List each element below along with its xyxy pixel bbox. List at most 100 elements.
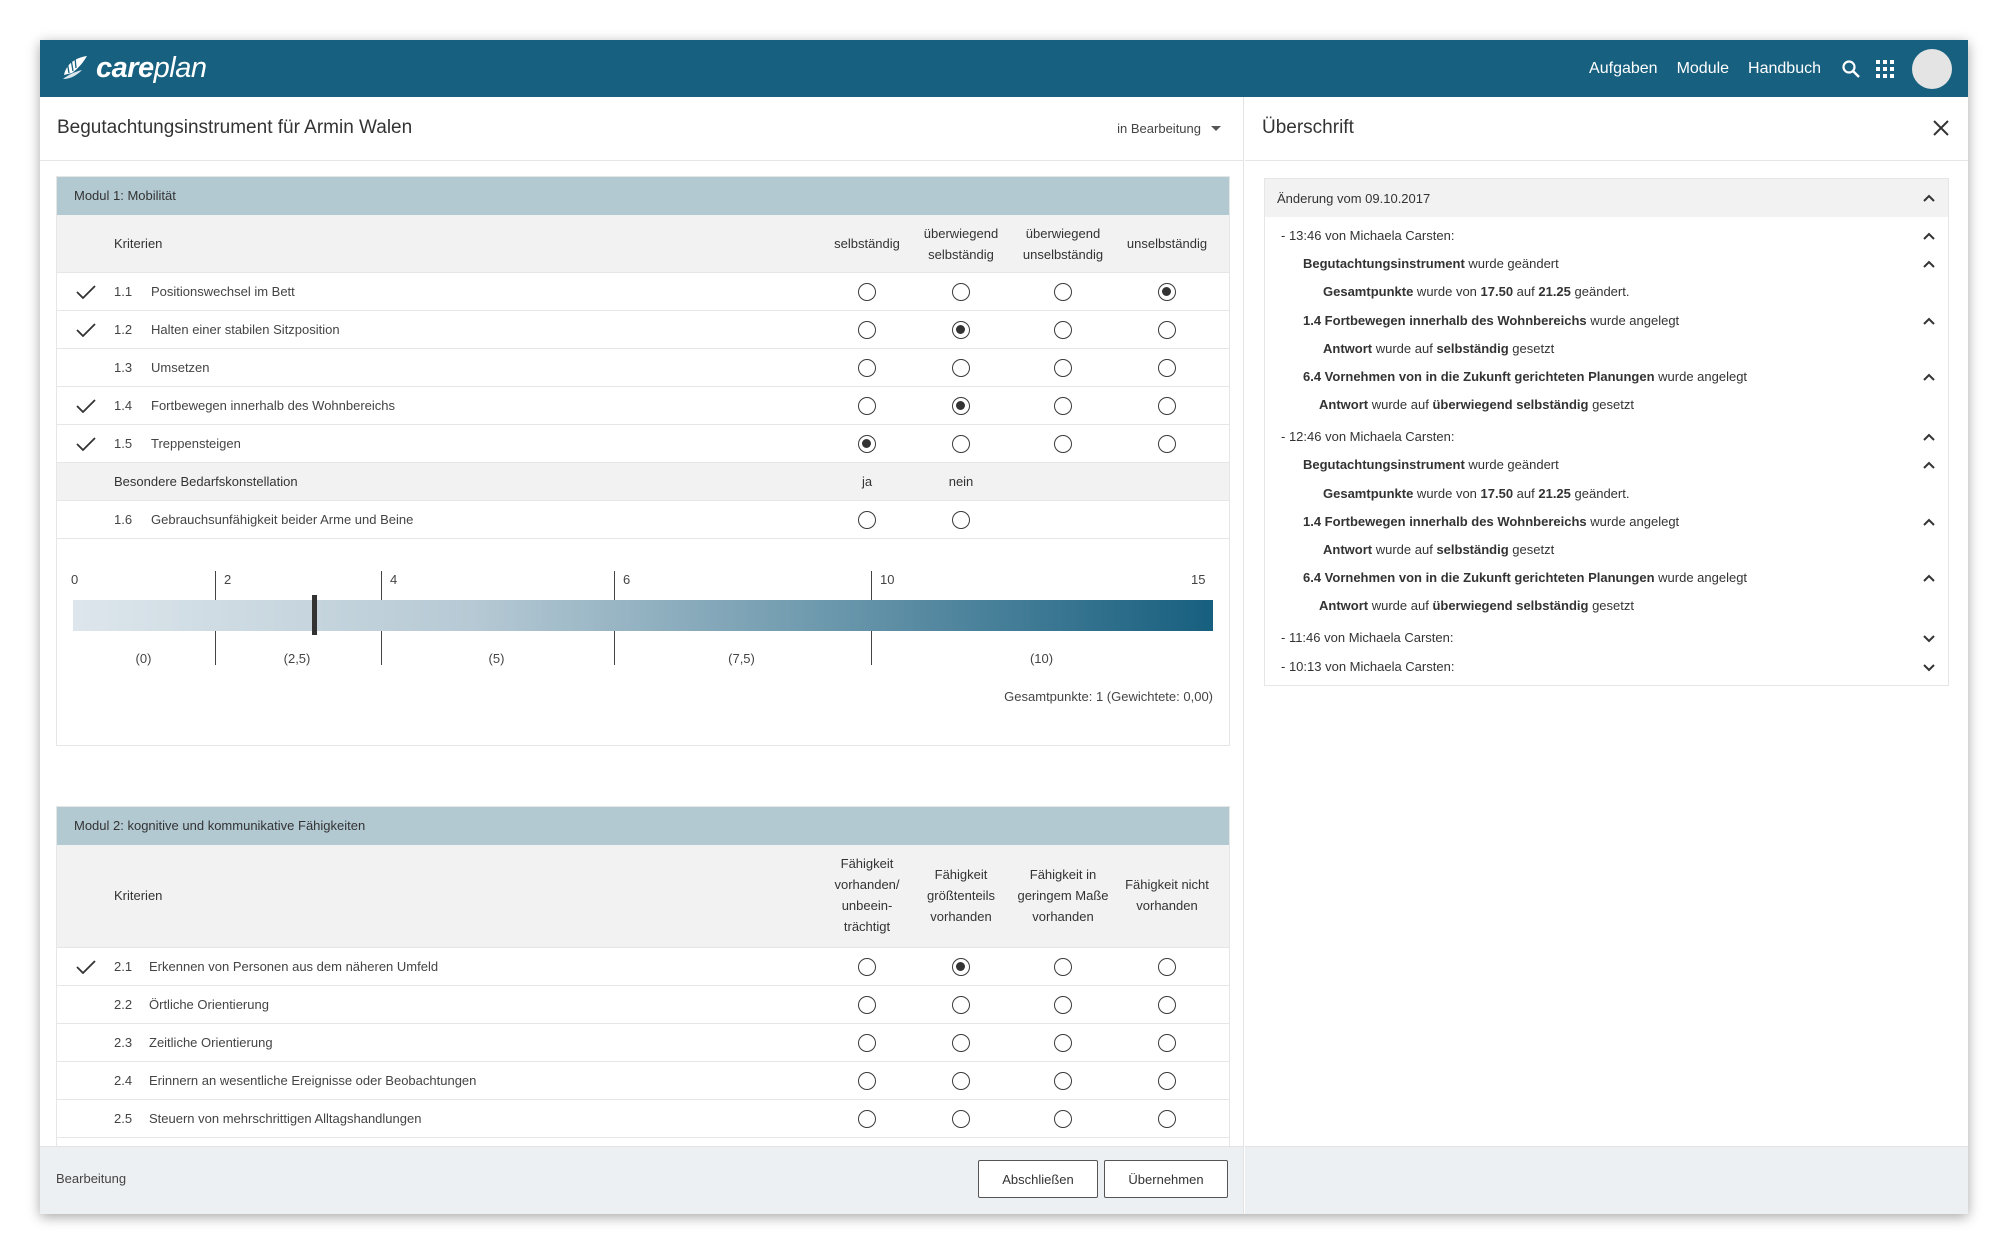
history-text: überwiegend selbständig	[1432, 397, 1589, 413]
status-dropdown[interactable]: in Bearbeitung	[1117, 121, 1221, 136]
radio-option[interactable]	[858, 397, 876, 415]
radio-option[interactable]	[858, 1072, 876, 1090]
app-window: careplan Aufgaben Module Handbuch Beguta…	[40, 40, 1968, 1214]
top-navigation: Aufgaben Module Handbuch	[1589, 48, 1952, 90]
criteria-label: Kriterien	[114, 236, 163, 251]
radio-option[interactable]	[952, 996, 970, 1014]
history-text: geändert.	[1570, 284, 1630, 300]
change-log-date: Änderung vom 09.10.2017	[1277, 191, 1431, 206]
radio-option[interactable]	[858, 1034, 876, 1052]
history-entry: Antwort wurde auf selbständig gesetzt	[1323, 341, 1554, 356]
radio-option[interactable]	[952, 283, 970, 301]
radio-option[interactable]	[1054, 996, 1072, 1014]
points-scale: 0 2 4 6 10 15 (0) (2,5) (5) (7,5) (10) Gesamtpunk…	[57, 539, 1229, 737]
chevron-up-icon[interactable]	[1922, 460, 1936, 470]
logo-leaf-icon	[63, 56, 87, 79]
radio-option[interactable]	[1054, 283, 1072, 301]
nav-aufgaben[interactable]: Aufgaben	[1589, 60, 1658, 77]
radio-option[interactable]	[858, 435, 876, 453]
radio-option[interactable]	[1158, 1034, 1176, 1052]
radio-option[interactable]	[952, 321, 970, 339]
radio-option[interactable]	[952, 1034, 970, 1052]
chevron-up-icon[interactable]	[1922, 372, 1936, 382]
criterion-label: Steuern von mehrschrittigen Alltagshandl…	[149, 1111, 422, 1126]
radio-option[interactable]	[1158, 435, 1176, 453]
assessment-scroll-area[interactable]: Modul 1: Mobilität Kriterien selbständig…	[40, 161, 1243, 1146]
radio-option[interactable]	[952, 435, 970, 453]
nav-module[interactable]: Module	[1676, 60, 1730, 77]
radio-option[interactable]	[1158, 1110, 1176, 1128]
chevron-up-icon[interactable]	[1922, 573, 1936, 583]
criterion-label: Erinnern an wesentliche Ereignisse oder …	[149, 1073, 477, 1088]
history-entry: Begutachtungsinstrument wurde geändert	[1303, 457, 1559, 472]
radio-option[interactable]	[858, 511, 876, 529]
chevron-up-icon[interactable]	[1922, 316, 1936, 326]
chevron-down-icon[interactable]	[1922, 633, 1936, 643]
history-text: 1.4 Fortbewegen innerhalb des Wohnbereic…	[1303, 513, 1587, 529]
radio-option[interactable]	[952, 397, 970, 415]
radio-option[interactable]	[1158, 397, 1176, 415]
apps-grid-icon[interactable]	[1874, 58, 1896, 80]
criterion-label: Halten einer stabilen Sitzposition	[151, 322, 340, 337]
column-header-line: überwiegend	[1025, 226, 1101, 241]
column-header-line: überwiegend	[923, 226, 999, 241]
radio-option[interactable]	[952, 958, 970, 976]
criterion-label: Treppensteigen	[151, 436, 241, 451]
history-entry: Antwort wurde auf überwiegend selbständi…	[1319, 598, 1634, 613]
radio-option[interactable]	[1158, 359, 1176, 377]
radio-option[interactable]	[1158, 321, 1176, 339]
chevron-up-icon[interactable]	[1922, 432, 1936, 442]
radio-option[interactable]	[858, 321, 876, 339]
avatar[interactable]	[1912, 49, 1952, 89]
criterion-number: 2.2	[114, 997, 133, 1012]
radio-option[interactable]	[1054, 1110, 1072, 1128]
history-text: überwiegend selbständig	[1432, 598, 1589, 614]
history-text: wurde geändert	[1464, 256, 1559, 272]
radio-option[interactable]	[1158, 283, 1176, 301]
change-log-header[interactable]: Änderung vom 09.10.2017	[1265, 179, 1948, 217]
radio-option[interactable]	[952, 511, 970, 529]
finish-button[interactable]: Abschließen	[978, 1160, 1098, 1198]
radio-option[interactable]	[1054, 397, 1072, 415]
radio-option[interactable]	[1054, 435, 1072, 453]
history-text: wurde auf	[1368, 598, 1433, 614]
close-icon[interactable]	[1932, 119, 1950, 137]
chevron-up-icon[interactable]	[1922, 193, 1936, 203]
history-text: 6.4 Vornehmen von in die Zukunft gericht…	[1303, 369, 1655, 384]
apply-button[interactable]: Übernehmen	[1104, 1160, 1228, 1198]
radio-option[interactable]	[952, 1072, 970, 1090]
radio-option[interactable]	[1054, 958, 1072, 976]
radio-option[interactable]	[1054, 1034, 1072, 1052]
radio-option[interactable]	[858, 283, 876, 301]
radio-option[interactable]	[1158, 958, 1176, 976]
chevron-up-icon[interactable]	[1922, 231, 1936, 241]
column-header-line: trächtigt	[843, 919, 891, 934]
history-text: Gesamtpunkte	[1323, 485, 1414, 501]
nav-handbuch[interactable]: Handbuch	[1748, 60, 1821, 77]
careplan-logo[interactable]: careplan	[60, 49, 207, 87]
scale-range-label: (0)	[135, 651, 152, 666]
radio-option[interactable]	[858, 1110, 876, 1128]
history-entry: 6.4 Vornehmen von in die Zukunft gericht…	[1303, 570, 1747, 585]
chevron-up-icon[interactable]	[1922, 517, 1936, 527]
search-icon[interactable]	[1840, 58, 1862, 80]
column-header-line: vorhanden	[1032, 909, 1094, 924]
history-text: 6.4 Vornehmen von in die Zukunft gericht…	[1303, 570, 1655, 586]
radio-option[interactable]	[858, 958, 876, 976]
radio-option[interactable]	[1158, 1072, 1176, 1090]
column-header-line: geringem Maße	[1017, 888, 1109, 903]
table-row: 1.2 Halten einer stabilen Sitzposition	[57, 311, 1229, 349]
module-2-rows: 2.1 Erkennen von Personen aus dem näheren…	[57, 948, 1229, 1146]
column-header-line: unselbständig	[1022, 247, 1104, 262]
radio-option[interactable]	[858, 359, 876, 377]
radio-option[interactable]	[952, 359, 970, 377]
radio-option[interactable]	[952, 1110, 970, 1128]
chevron-down-icon[interactable]	[1922, 662, 1936, 672]
radio-option[interactable]	[1054, 359, 1072, 377]
radio-option[interactable]	[1054, 321, 1072, 339]
radio-option[interactable]	[1158, 996, 1176, 1014]
radio-option[interactable]	[1054, 1072, 1072, 1090]
radio-option[interactable]	[858, 996, 876, 1014]
chevron-up-icon[interactable]	[1922, 259, 1936, 269]
criterion-number: 1.1	[114, 284, 133, 299]
